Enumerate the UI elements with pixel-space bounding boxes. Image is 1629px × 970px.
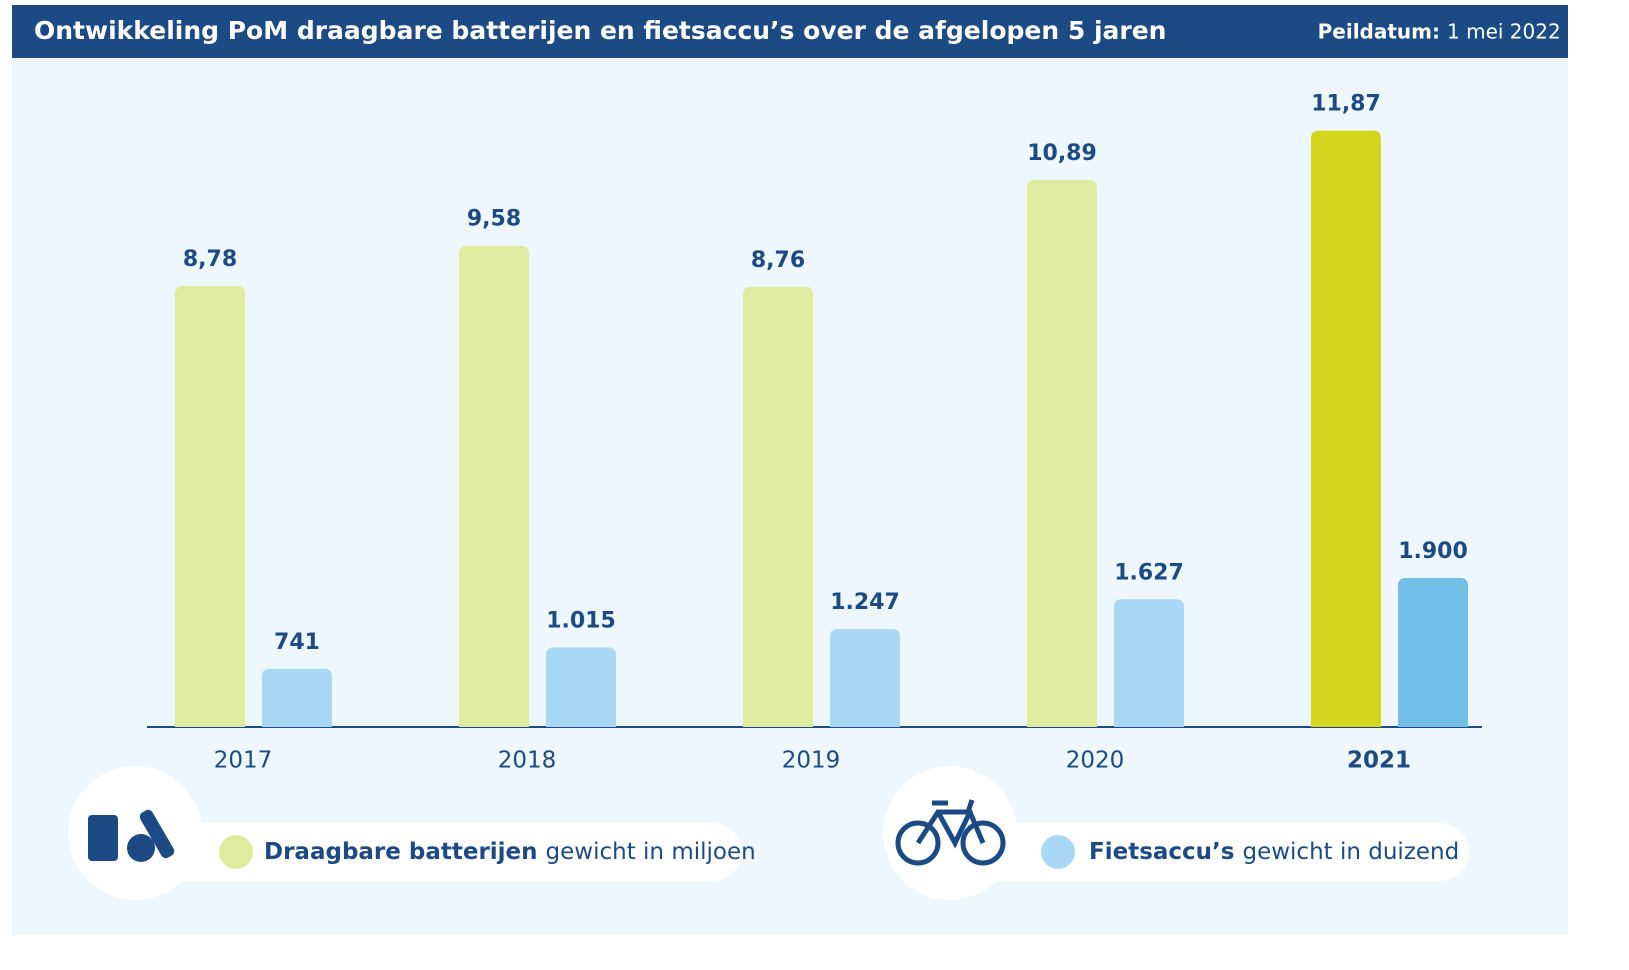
legend-unit: gewicht in duizend: [1242, 839, 1459, 865]
value-label: 741: [274, 630, 320, 655]
value-label: 10,89: [1027, 141, 1097, 166]
bar: [459, 245, 529, 727]
value-label: 8,76: [751, 248, 805, 273]
bike-icon: [895, 799, 1006, 866]
x-tick-label: 2021: [1347, 748, 1411, 774]
legend-pill: [130, 823, 742, 881]
date-label: Peildatum:: [1318, 20, 1440, 44]
x-tick-label: 2017: [214, 748, 273, 774]
value-label: 1.627: [1114, 560, 1184, 585]
value-label: 1.247: [830, 590, 900, 615]
header: [12, 5, 1568, 58]
legend-label: Fietsaccu’s gewicht in duizend: [1089, 839, 1459, 865]
date: 1 mei 2022: [1447, 20, 1561, 44]
bar: [175, 285, 245, 727]
bar: [1027, 179, 1097, 727]
battery-icon: [88, 809, 175, 862]
value-label: 11,87: [1311, 92, 1381, 117]
x-tick-label: 2018: [498, 748, 557, 774]
legend-pill: [944, 823, 1469, 881]
value-label: 9,58: [467, 207, 521, 232]
bar: [262, 668, 332, 727]
bar: [743, 286, 813, 727]
value-label: 1.900: [1398, 539, 1468, 564]
chart-title: Ontwikkeling PoM draagbare batterijen en…: [34, 16, 1166, 45]
legend-swatch: [219, 835, 253, 869]
legend-name: Draagbare batterijen: [264, 839, 538, 865]
legend-icon-bg: [68, 766, 202, 900]
legend-name: Fietsaccu’s: [1089, 839, 1234, 865]
legend-swatch: [1041, 835, 1075, 869]
legend-unit: gewicht in miljoen: [546, 839, 756, 865]
x-tick-label: 2020: [1066, 748, 1125, 774]
bar: [1114, 599, 1184, 727]
x-tick-label: 2019: [782, 748, 841, 774]
bar: [546, 647, 616, 727]
bar: [830, 629, 900, 727]
bar: [1311, 130, 1381, 728]
legend-label: Draagbare batterijen gewicht in miljoen: [264, 839, 756, 865]
bar: [1398, 577, 1468, 727]
value-label: 1.015: [546, 608, 616, 633]
value-label: 8,78: [183, 247, 237, 272]
